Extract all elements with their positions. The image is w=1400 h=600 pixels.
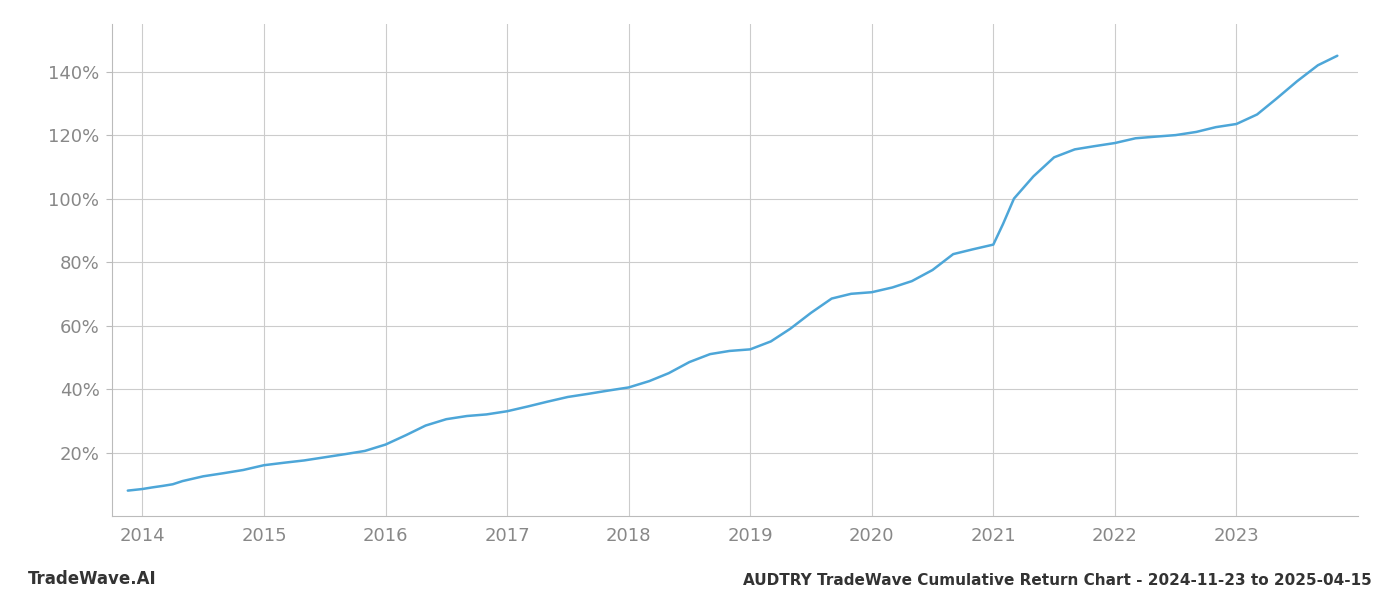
Text: AUDTRY TradeWave Cumulative Return Chart - 2024-11-23 to 2025-04-15: AUDTRY TradeWave Cumulative Return Chart… bbox=[743, 573, 1372, 588]
Text: TradeWave.AI: TradeWave.AI bbox=[28, 570, 157, 588]
